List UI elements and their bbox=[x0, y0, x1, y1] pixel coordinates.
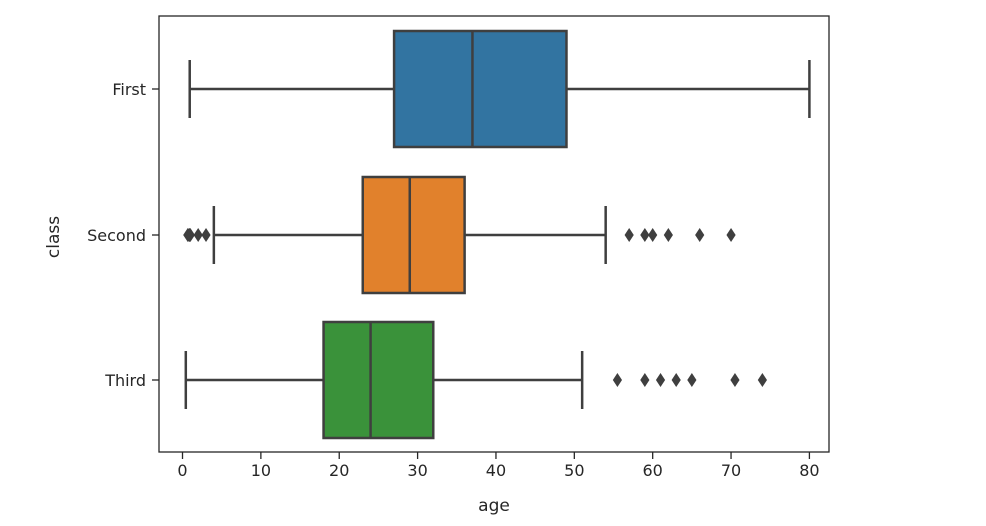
outlier-second bbox=[640, 228, 650, 242]
outlier-third bbox=[757, 373, 767, 387]
x-tick-label: 70 bbox=[721, 461, 741, 480]
outlier-second bbox=[193, 228, 203, 242]
outlier-second bbox=[624, 228, 634, 242]
y-tick-label-second: Second bbox=[87, 226, 146, 245]
x-tick-label: 40 bbox=[486, 461, 506, 480]
outlier-second bbox=[726, 228, 736, 242]
outlier-second bbox=[695, 228, 705, 242]
outlier-second bbox=[663, 228, 673, 242]
x-tick-label: 60 bbox=[643, 461, 663, 480]
box-group-first bbox=[188, 29, 811, 149]
outlier-second bbox=[648, 228, 658, 242]
box-first bbox=[392, 29, 568, 149]
axes-frame bbox=[158, 15, 830, 453]
x-tick-label: 80 bbox=[799, 461, 819, 480]
x-tick-label: 10 bbox=[251, 461, 271, 480]
box-second bbox=[361, 175, 466, 295]
x-tick-label: 30 bbox=[407, 461, 427, 480]
plot-area bbox=[183, 29, 811, 440]
outlier-third bbox=[655, 373, 666, 387]
x-tick-label: 50 bbox=[564, 461, 584, 480]
outlier-second bbox=[201, 228, 211, 242]
y-tick-label-third: Third bbox=[104, 371, 146, 390]
box-group-second bbox=[183, 175, 736, 295]
y-axis-label: class bbox=[44, 216, 64, 258]
x-tick-label: 0 bbox=[177, 461, 187, 480]
outlier-second bbox=[185, 228, 195, 242]
axes: First Second Third 0 10 20 30 40 50 60 70 80 bbox=[87, 80, 819, 480]
x-axis-label: age bbox=[478, 496, 510, 516]
outlier-third bbox=[612, 373, 623, 387]
box-third bbox=[322, 320, 435, 440]
outlier-third bbox=[671, 373, 681, 387]
outlier-third bbox=[640, 373, 650, 387]
outlier-third bbox=[730, 373, 740, 387]
x-tick-label: 20 bbox=[329, 461, 349, 480]
y-tick-label-first: First bbox=[112, 80, 146, 99]
box-group-third bbox=[184, 320, 767, 440]
outlier-third bbox=[687, 373, 697, 387]
